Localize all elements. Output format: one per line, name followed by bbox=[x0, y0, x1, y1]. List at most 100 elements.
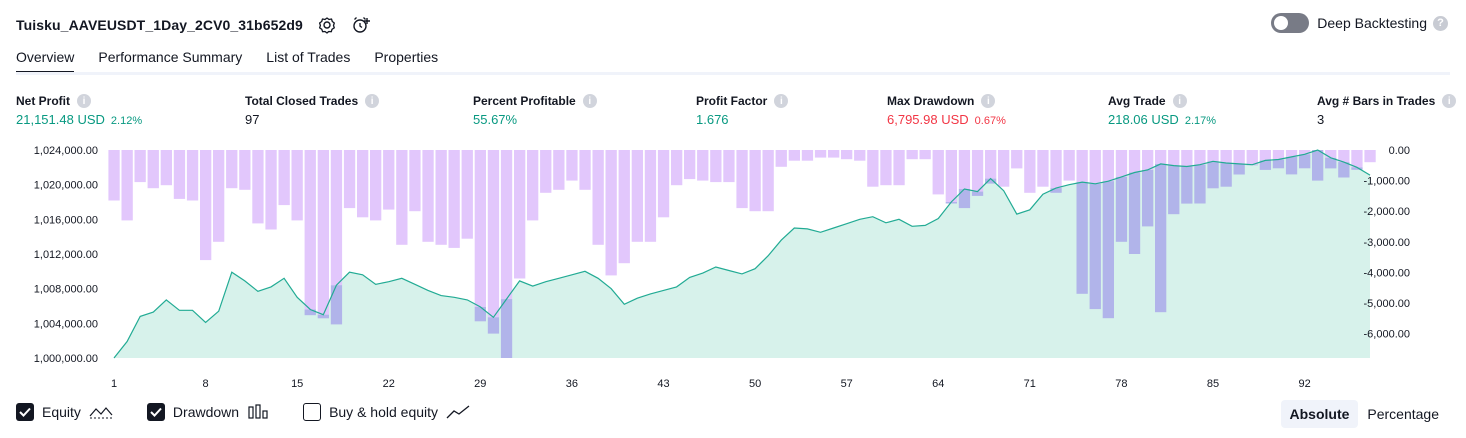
right-axis-label: -4,000.00 bbox=[1364, 267, 1410, 279]
deep-backtesting-toggle[interactable] bbox=[1271, 13, 1310, 33]
x-axis-label: 43 bbox=[657, 378, 669, 390]
legend-buy-hold[interactable]: Buy & hold equity bbox=[303, 403, 470, 421]
equity-area bbox=[114, 150, 1370, 358]
drawdown-bar bbox=[553, 150, 565, 190]
drawdown-bar bbox=[1128, 150, 1141, 173]
metric-percent: 2.12% bbox=[110, 115, 143, 127]
chart-legend: Equity Drawdown Buy & hold equity bbox=[16, 403, 504, 421]
x-axis-label: 78 bbox=[1115, 378, 1127, 390]
drawdown-bar-overlap bbox=[1115, 176, 1128, 242]
x-axis-label: 36 bbox=[566, 378, 578, 390]
metric-percent: 2.17% bbox=[1184, 115, 1217, 127]
buy-hold-line-icon bbox=[446, 404, 470, 420]
drawdown-bar bbox=[579, 150, 591, 190]
add-alert-icon[interactable] bbox=[351, 15, 371, 35]
drawdown-bar-overlap bbox=[1102, 181, 1114, 319]
drawdown-bar bbox=[566, 150, 578, 181]
drawdown-bar bbox=[880, 150, 892, 186]
drawdown-bar-overlap bbox=[1181, 166, 1193, 204]
x-axis-label: 57 bbox=[841, 378, 853, 390]
drawdown-bar-overlap bbox=[317, 314, 329, 319]
left-axis-label: 1,008,000.00 bbox=[34, 284, 98, 296]
x-axis-label: 29 bbox=[474, 378, 486, 390]
drawdown-bar-overlap bbox=[1050, 188, 1062, 193]
tab-properties[interactable]: Properties bbox=[374, 49, 439, 65]
drawdown-bar-overlap bbox=[487, 317, 500, 334]
tab-overview[interactable]: Overview bbox=[16, 46, 75, 74]
drawdown-bar bbox=[239, 150, 251, 190]
drawdown-bar bbox=[383, 150, 395, 210]
equity-checkbox[interactable] bbox=[16, 403, 34, 421]
info-icon[interactable]: i bbox=[582, 94, 597, 108]
drawdown-bar-overlap bbox=[500, 299, 513, 358]
x-axis-label: 50 bbox=[749, 378, 761, 390]
info-icon[interactable]: i bbox=[77, 94, 91, 108]
tab-performance-summary[interactable]: Performance Summary bbox=[98, 49, 243, 65]
drawdown-bar-overlap bbox=[1351, 167, 1363, 170]
info-icon[interactable]: i bbox=[981, 94, 996, 108]
metric-value: 218.06 USD bbox=[1108, 112, 1179, 127]
drawdown-bar-overlap bbox=[1299, 154, 1311, 169]
drawdown-bar-overlap bbox=[1312, 150, 1324, 181]
drawdown-bar-overlap bbox=[1168, 165, 1180, 215]
left-axis-label: 1,004,000.00 bbox=[34, 318, 98, 330]
drawdown-bar bbox=[631, 150, 643, 242]
metric-value: 97 bbox=[245, 112, 260, 127]
metric-label: Avg # Bars in Trades bbox=[1317, 94, 1436, 108]
left-axis-label: 1,020,000.00 bbox=[34, 180, 98, 192]
drawdown-bar bbox=[1102, 150, 1114, 182]
drawdown-bar bbox=[1259, 150, 1271, 161]
deep-backtesting: Deep Backtesting ? bbox=[1271, 13, 1448, 33]
metric-avg-trade: Avg Trade i 218.06 USD 2.17% bbox=[1108, 94, 1216, 127]
metric-label: Net Profit bbox=[16, 94, 70, 108]
x-axis-label: 85 bbox=[1207, 378, 1219, 390]
drawdown-bar bbox=[304, 150, 316, 310]
info-icon[interactable]: i bbox=[1172, 94, 1187, 108]
drawdown-bar bbox=[1155, 150, 1167, 164]
metric-label: Avg Trade bbox=[1108, 94, 1166, 108]
percentage-button[interactable]: Percentage bbox=[1367, 406, 1439, 422]
equity-line-icon bbox=[89, 404, 113, 420]
drawdown-checkbox[interactable] bbox=[146, 403, 165, 421]
drawdown-bar bbox=[1011, 150, 1023, 169]
info-icon[interactable]: i bbox=[1442, 94, 1457, 108]
drawdown-bar bbox=[919, 150, 931, 160]
drawdown-bar bbox=[657, 150, 670, 218]
buy-hold-checkbox[interactable] bbox=[303, 403, 322, 421]
drawdown-bar bbox=[474, 150, 486, 307]
metric-value: 1.676 bbox=[696, 112, 729, 127]
drawdown-bar bbox=[1063, 150, 1075, 181]
left-axis-label: 1,012,000.00 bbox=[34, 249, 98, 261]
drawdown-bar bbox=[697, 150, 709, 181]
drawdown-bar bbox=[932, 150, 944, 195]
drawdown-bar bbox=[147, 150, 159, 189]
info-icon[interactable]: i bbox=[774, 94, 789, 108]
help-icon[interactable]: ? bbox=[1433, 15, 1448, 31]
drawdown-bar bbox=[448, 150, 460, 248]
drawdown-bar bbox=[357, 150, 369, 218]
metric-value: 21,151.48 USD bbox=[16, 112, 105, 127]
drawdown-bar-overlap bbox=[1325, 157, 1337, 169]
drawdown-bar bbox=[1246, 150, 1258, 165]
info-icon[interactable]: i bbox=[365, 94, 380, 108]
strategy-title: Tuisku_AAVEUSDT_1Day_2CV0_31b652d9 bbox=[16, 17, 303, 33]
drawdown-bar bbox=[1272, 150, 1285, 160]
drawdown-bar bbox=[801, 150, 814, 161]
drawdown-bar bbox=[945, 150, 957, 202]
right-axis-label: 0.00 bbox=[1389, 145, 1410, 157]
drawdown-bar-overlap bbox=[1220, 163, 1232, 187]
drawdown-bar bbox=[121, 150, 133, 221]
drawdown-bar-overlap bbox=[1076, 182, 1088, 294]
drawdown-bar bbox=[985, 150, 997, 179]
settings-icon[interactable] bbox=[317, 15, 337, 35]
drawdown-bar bbox=[500, 150, 513, 300]
legend-drawdown[interactable]: Drawdown bbox=[146, 403, 269, 421]
x-axis-label: 71 bbox=[1024, 378, 1036, 390]
drawdown-bar bbox=[330, 150, 343, 286]
tab-list-of-trades[interactable]: List of Trades bbox=[266, 49, 351, 65]
legend-equity[interactable]: Equity bbox=[16, 403, 113, 421]
drawdown-bar bbox=[867, 150, 879, 187]
drawdown-bar bbox=[1024, 150, 1036, 193]
absolute-button[interactable]: Absolute bbox=[1280, 400, 1359, 428]
equity-drawdown-chart[interactable]: 1,000,000.00 1,004,000.00 1,008,000.00 1,01… bbox=[0, 136, 1466, 394]
